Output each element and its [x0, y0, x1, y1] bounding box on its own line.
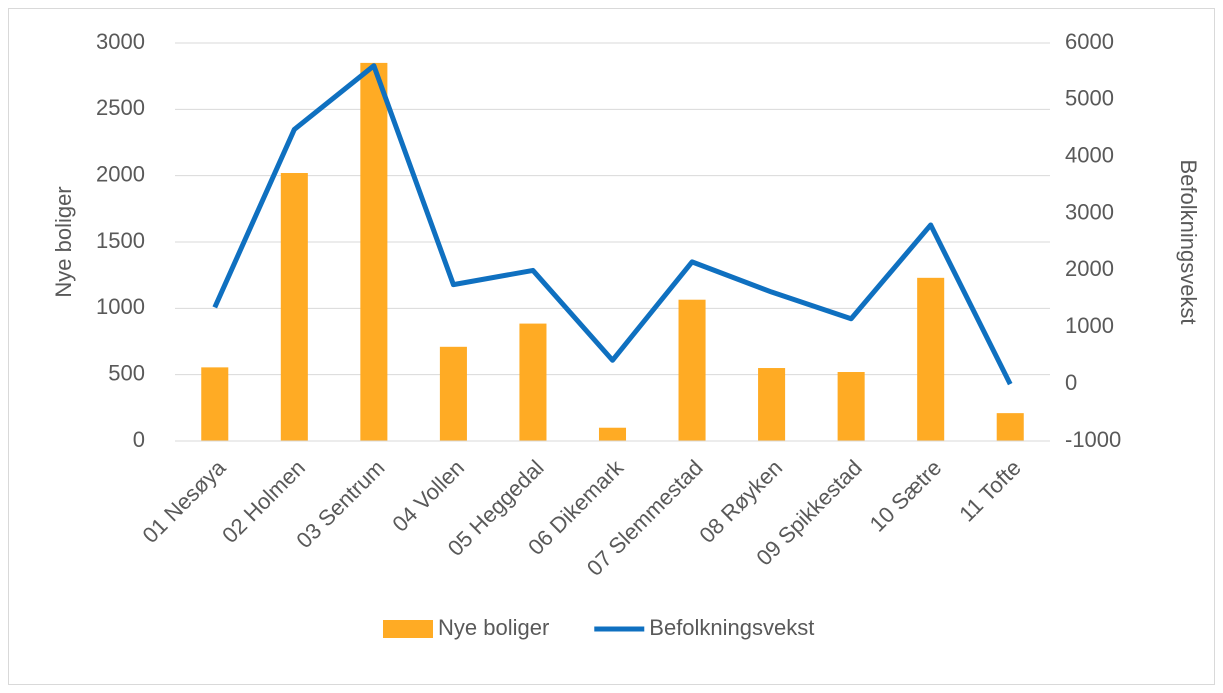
bar	[280, 173, 308, 441]
bar	[917, 277, 945, 441]
y-tick-label: 500	[108, 360, 145, 385]
line	[212, 63, 1013, 386]
bar	[360, 62, 388, 442]
y-tick-label: 1500	[96, 228, 145, 253]
y2-tick-label: 4000	[1065, 143, 1114, 168]
bar	[519, 323, 547, 441]
y-axis-title: Nye boliger	[51, 186, 76, 297]
y2-tick-label: 1000	[1065, 313, 1114, 338]
bar	[201, 367, 229, 441]
y2-tick-label: 0	[1065, 370, 1077, 395]
y-tick-label: 0	[133, 427, 145, 452]
y-tick-label: 3000	[96, 29, 145, 54]
bar	[678, 299, 706, 441]
y2-axis-title: Befolkningsvekst	[1176, 159, 1201, 324]
y-tick-label: 1000	[96, 294, 145, 319]
legend-swatch	[383, 620, 433, 638]
y-tick-label: 2500	[96, 95, 145, 120]
bar	[837, 372, 865, 441]
bar	[439, 346, 467, 441]
y-tick-label: 2000	[96, 161, 145, 186]
legend-label: Nye boliger	[438, 615, 549, 640]
y2-tick-label: 5000	[1065, 86, 1114, 111]
bar	[598, 427, 627, 441]
y2-tick-label: 3000	[1065, 199, 1114, 224]
y2-tick-label: -1000	[1065, 427, 1121, 452]
y2-tick-label: 2000	[1065, 256, 1114, 281]
chart-frame	[8, 8, 1215, 685]
bar	[758, 368, 786, 441]
legend-label: Befolkningsvekst	[649, 615, 814, 640]
bar	[996, 413, 1024, 441]
y2-tick-label: 6000	[1065, 29, 1114, 54]
